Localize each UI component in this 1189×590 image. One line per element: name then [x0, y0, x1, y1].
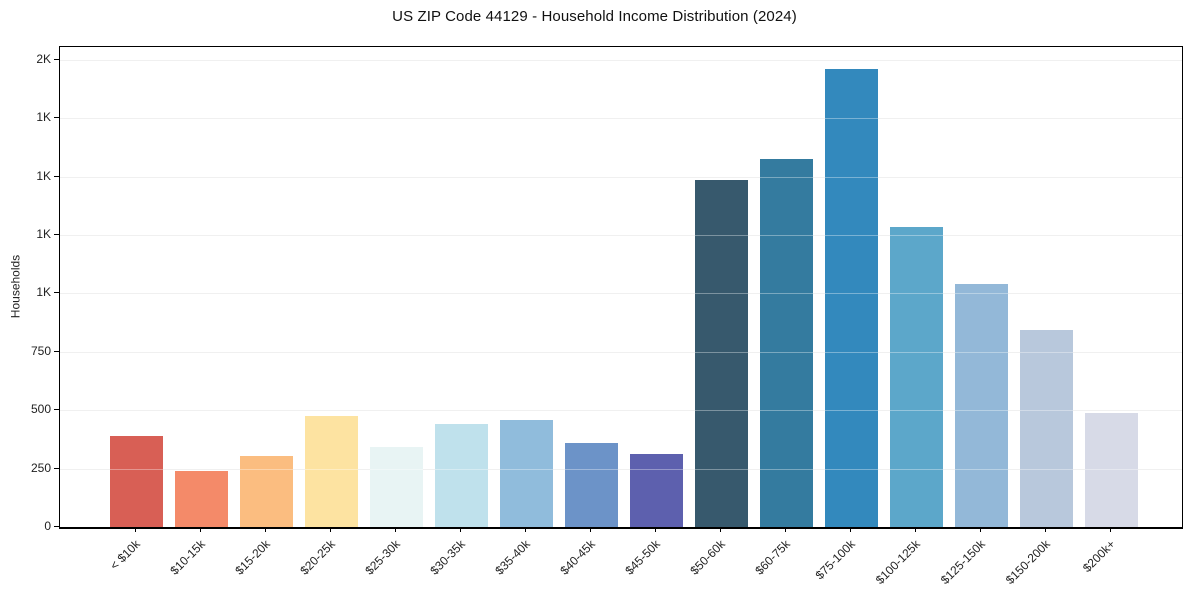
- x-tick-mark: [200, 528, 201, 532]
- y-tick-label: 250: [30, 460, 51, 475]
- y-gridline-overlay: [60, 118, 1182, 120]
- x-tick-mark: [395, 528, 396, 532]
- bar-10-15k: [174, 471, 228, 527]
- x-tick-mark: [1045, 528, 1046, 532]
- x-tick-mark: [720, 528, 721, 532]
- bar-30-35k: [434, 423, 488, 527]
- y-gridline-overlay: [60, 176, 1182, 178]
- y-tick-mark: [54, 175, 59, 177]
- y-tick-label: 1K: [36, 285, 51, 300]
- y-tick-mark: [54, 58, 59, 60]
- x-tick-mark: [850, 528, 851, 532]
- x-tick-mark: [980, 528, 981, 532]
- y-gridline: [60, 59, 1182, 61]
- x-tick-mark: [525, 528, 526, 532]
- y-gridline-overlay: [60, 468, 1182, 470]
- y-gridline-overlay: [60, 293, 1182, 295]
- y-gridline: [60, 234, 1182, 236]
- y-gridline-overlay: [60, 351, 1182, 353]
- x-tick-mark: [1110, 528, 1111, 532]
- x-tick-mark: [460, 528, 461, 532]
- bar-150-200k: [1019, 330, 1073, 527]
- y-tick-label: 1K: [36, 226, 51, 241]
- y-tick-mark: [54, 117, 59, 119]
- x-tick-label: < $10k: [107, 537, 143, 573]
- y-tick-label: 0: [44, 519, 51, 533]
- bar-75-100k: [824, 68, 878, 527]
- y-gridline-overlay: [60, 410, 1182, 412]
- x-tick-mark: [785, 528, 786, 532]
- y-gridline-overlay: [60, 59, 1182, 61]
- y-gridline: [60, 468, 1182, 470]
- y-tick-mark: [54, 526, 59, 527]
- bar-35-40k: [499, 420, 553, 527]
- y-tick-label: 500: [30, 402, 51, 417]
- bar-60-75k: [759, 158, 813, 527]
- chart-title: US ZIP Code 44129 - Household Income Dis…: [392, 8, 797, 25]
- x-tick-mark: [265, 528, 266, 532]
- bar-125-150k: [954, 284, 1008, 527]
- x-tick-mark: [330, 528, 331, 532]
- y-gridline: [60, 176, 1182, 178]
- y-gridline-overlay: [60, 234, 1182, 236]
- x-tick-mark: [135, 528, 136, 532]
- y-gridline: [60, 118, 1182, 120]
- y-gridline: [60, 351, 1182, 353]
- y-tick-label: 2K: [36, 51, 51, 66]
- bar-40-45k: [564, 442, 618, 527]
- y-tick-mark: [54, 233, 59, 235]
- y-tick-mark: [54, 409, 59, 411]
- y-tick-mark: [54, 467, 59, 469]
- plot-area: [59, 46, 1183, 529]
- bar-25-30k: [369, 446, 423, 527]
- x-tick-mark: [590, 528, 591, 532]
- bar-15-20k: [239, 455, 293, 527]
- y-tick-label: 750: [30, 343, 51, 358]
- bar-10k: [109, 435, 163, 527]
- y-gridline: [60, 410, 1182, 412]
- y-tick-mark: [54, 292, 59, 294]
- bar-50-60k: [694, 180, 748, 527]
- y-tick-label: 1K: [36, 110, 51, 125]
- x-tick-mark: [915, 528, 916, 532]
- x-tick-mark: [655, 528, 656, 532]
- y-tick-label: 1K: [36, 168, 51, 183]
- y-gridline: [60, 293, 1182, 295]
- bar-20-25k: [304, 415, 358, 527]
- y-tick-mark: [54, 350, 59, 352]
- bar-100-125k: [889, 226, 943, 527]
- bar-200k: [1084, 413, 1138, 527]
- bar-45-50k: [629, 453, 683, 527]
